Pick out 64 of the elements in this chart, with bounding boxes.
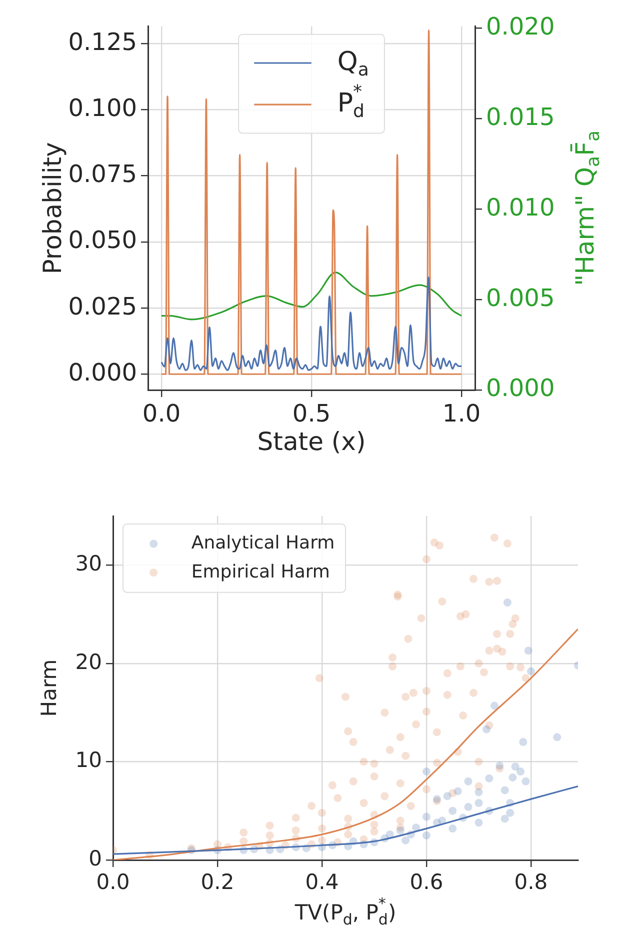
point bbox=[522, 777, 530, 786]
point bbox=[448, 806, 457, 815]
point bbox=[396, 826, 404, 835]
point bbox=[496, 762, 504, 770]
y-tick-label: 0.050 bbox=[68, 226, 137, 254]
y2-tick-label: 0.010 bbox=[486, 193, 555, 222]
y-tick-label: 0.125 bbox=[68, 28, 137, 56]
point bbox=[474, 818, 483, 827]
y-tick-label: 0.025 bbox=[68, 292, 137, 320]
point bbox=[464, 777, 472, 786]
x-tick-label: 0.2 bbox=[200, 870, 234, 894]
point bbox=[519, 738, 528, 746]
point bbox=[422, 768, 430, 776]
line-series bbox=[160, 30, 462, 375]
point bbox=[526, 667, 535, 676]
point bbox=[454, 787, 462, 796]
x-tick-label: 0.8 bbox=[514, 870, 548, 894]
point bbox=[516, 768, 525, 776]
y2-tick-label: 0.000 bbox=[486, 374, 555, 402]
point bbox=[508, 773, 517, 782]
line-series bbox=[160, 272, 462, 320]
x-tick-label: 0.0 bbox=[96, 870, 130, 894]
point bbox=[482, 725, 491, 734]
y2-tick-label: 0.005 bbox=[486, 284, 555, 312]
line-series bbox=[113, 785, 578, 855]
y-tick-label: 0.075 bbox=[68, 160, 137, 188]
x-tick-label: 0.4 bbox=[305, 870, 339, 894]
y-tick-label: 0.100 bbox=[68, 94, 137, 122]
y-tick-label: 0.000 bbox=[68, 358, 137, 386]
point bbox=[506, 808, 514, 817]
x-tick-label: 0.0 bbox=[142, 400, 181, 428]
y-tick-label: 20 bbox=[75, 650, 102, 674]
y-axis-title: Harm bbox=[36, 659, 61, 717]
y2-tick-label: 0.020 bbox=[486, 12, 555, 40]
point bbox=[500, 786, 509, 794]
point bbox=[553, 733, 562, 742]
point bbox=[474, 798, 483, 807]
y-tick-label: 30 bbox=[75, 552, 102, 576]
legend-label: Analytical Harm bbox=[191, 532, 335, 554]
point bbox=[412, 824, 420, 832]
point bbox=[503, 598, 512, 606]
point bbox=[474, 788, 483, 796]
point bbox=[524, 646, 532, 655]
y2-axis-title: "Harm" QaF̄a bbox=[570, 130, 604, 286]
x-tick-label: 0.5 bbox=[292, 400, 331, 428]
point bbox=[500, 814, 509, 823]
y2-tick-label: 0.015 bbox=[486, 102, 555, 131]
point bbox=[464, 802, 472, 811]
legend-label: Empirical Harm bbox=[191, 561, 330, 582]
point bbox=[443, 792, 452, 800]
y-tick-label: 0 bbox=[88, 846, 102, 870]
point bbox=[490, 702, 498, 710]
y-axis-title: Probability bbox=[38, 142, 67, 274]
point bbox=[511, 762, 520, 771]
point bbox=[448, 824, 457, 833]
x-tick-label: 0.6 bbox=[410, 870, 444, 894]
point bbox=[422, 831, 430, 840]
point bbox=[485, 774, 494, 782]
point bbox=[402, 836, 410, 844]
x-tick-label: 1.0 bbox=[442, 400, 481, 428]
line-series bbox=[160, 276, 462, 371]
point bbox=[422, 812, 430, 821]
x-axis-title: State (x) bbox=[257, 426, 366, 456]
y-tick-label: 10 bbox=[75, 748, 102, 772]
